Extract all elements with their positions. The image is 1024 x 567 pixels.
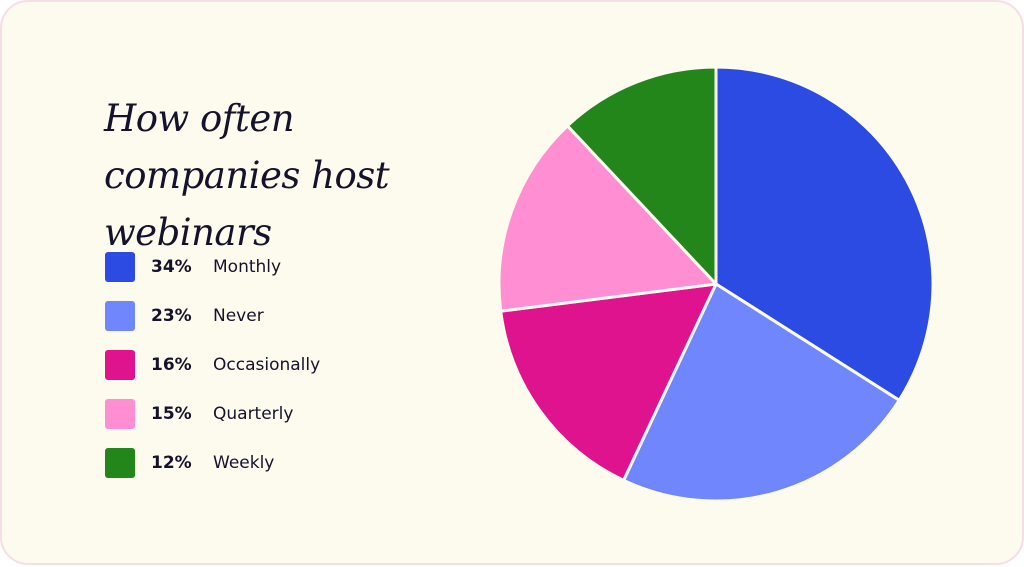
legend-label: Weekly	[213, 453, 275, 473]
legend-value: 34%	[151, 257, 192, 277]
legend-value: 16%	[151, 355, 192, 375]
legend-item: 34% Monthly	[105, 252, 405, 282]
legend-item: 12% Weekly	[105, 448, 405, 478]
pie-slice	[565, 65, 718, 286]
legend-value: 23%	[151, 306, 192, 326]
legend-label: Monthly	[213, 257, 282, 277]
pie-slice	[497, 124, 718, 313]
pie-slice	[499, 282, 718, 482]
chart-title: How often companies host webinars	[104, 97, 390, 254]
legend-swatch	[105, 252, 135, 282]
legend-label: Occasionally	[213, 355, 321, 375]
legend-item: 16% Occasionally	[105, 350, 405, 380]
legend-swatch	[105, 301, 135, 331]
legend-label: Never	[213, 306, 264, 326]
legend-swatch	[105, 448, 135, 478]
legend-item: 23% Never	[105, 301, 405, 331]
legend-item: 15% Quarterly	[105, 399, 405, 429]
legend-value: 15%	[151, 404, 192, 424]
pie-slice	[622, 282, 901, 503]
legend-swatch	[105, 350, 135, 380]
legend-label: Quarterly	[213, 404, 294, 424]
legend-swatch	[105, 399, 135, 429]
legend-value: 12%	[151, 453, 192, 473]
